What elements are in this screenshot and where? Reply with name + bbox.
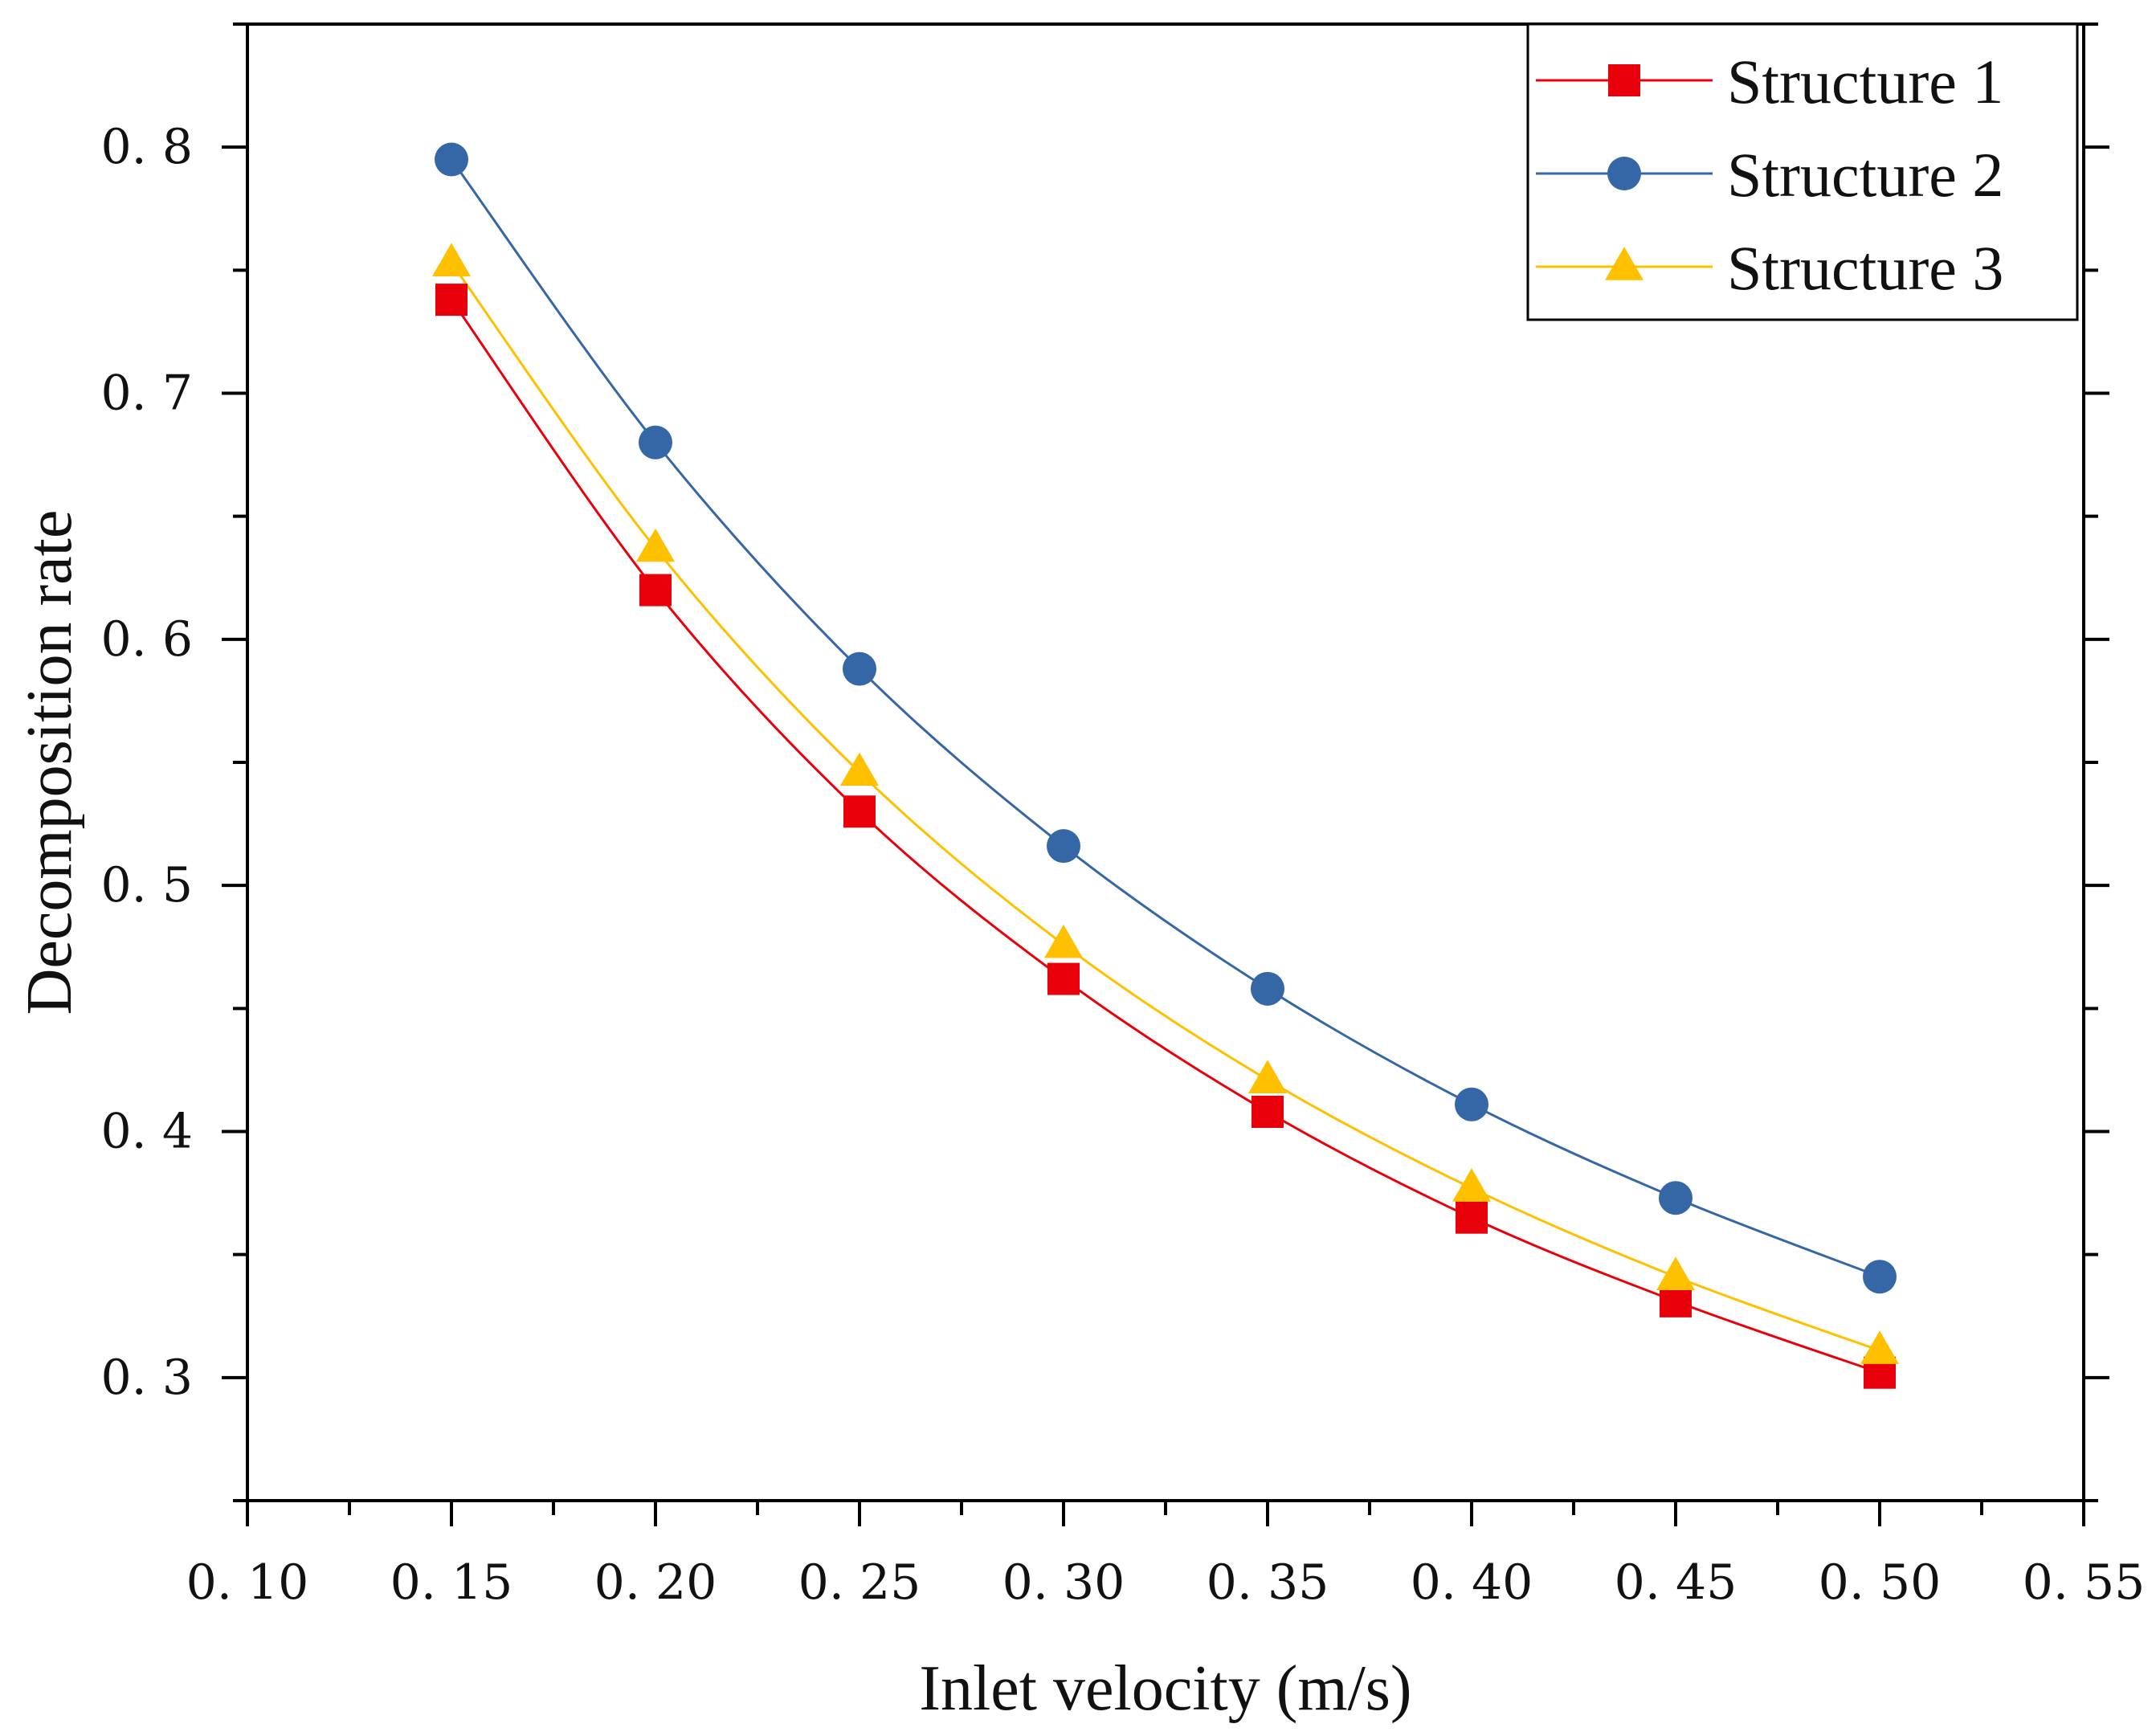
y-axis: 0. 3 0. 4 0. 5 0. 6 0. 7 0. 8 <box>101 22 2109 1502</box>
y-tick-label: 0. 5 <box>101 857 194 913</box>
series-1-point <box>1252 1095 1284 1128</box>
series-3-point <box>636 528 675 562</box>
series-3-point <box>1860 1330 1899 1364</box>
legend-label: Structure 1 <box>1727 47 2003 116</box>
y-tick-label: 0. 7 <box>101 366 194 422</box>
x-tick-label: 0. 45 <box>1615 1554 1737 1611</box>
y-tick-label: 0. 6 <box>101 611 194 668</box>
series-2-point <box>1863 1260 1897 1294</box>
series-3-point <box>840 752 879 786</box>
series-2-point <box>639 425 672 460</box>
legend-marker <box>1608 64 1640 96</box>
x-tick-label: 0. 30 <box>1002 1554 1125 1611</box>
legend-marker <box>1607 157 1641 190</box>
series-2-point <box>843 652 876 686</box>
x-tick-label: 0. 20 <box>594 1554 717 1611</box>
series-1-point <box>1047 962 1080 995</box>
series-3-point <box>1248 1060 1287 1093</box>
series-2-point <box>1659 1181 1693 1215</box>
legend-label: Structure 3 <box>1727 233 2003 303</box>
legend-label: Structure 2 <box>1727 140 2003 210</box>
x-axis-title: Inlet velocity (m/s) <box>919 1653 1411 1724</box>
series-1-point <box>843 795 876 828</box>
series-2-point <box>1251 971 1284 1006</box>
series-2-point <box>435 142 468 177</box>
series-2-point <box>1455 1087 1488 1121</box>
x-tick-label: 0. 55 <box>2023 1554 2146 1611</box>
y-tick-label: 0. 8 <box>101 119 194 175</box>
series-1-point <box>1660 1285 1692 1317</box>
series-3-point <box>1452 1168 1491 1202</box>
series-3-point <box>1656 1256 1695 1291</box>
x-tick-label: 0. 25 <box>798 1554 921 1611</box>
x-tick-label: 0. 50 <box>1819 1554 1942 1611</box>
series-1-point <box>1456 1201 1488 1234</box>
series-1-point <box>639 574 672 607</box>
series-1-point <box>435 284 468 317</box>
y-tick-label: 0. 4 <box>101 1104 194 1160</box>
legend: Structure 1 Structure 2 Structure 3 <box>1526 22 2079 321</box>
y-axis-title: Decomposition rate <box>14 510 85 1015</box>
legend-marker <box>1605 247 1644 280</box>
series-3-point <box>1044 924 1083 958</box>
x-tick-label: 0. 35 <box>1207 1554 1329 1611</box>
series-2-point <box>1047 829 1080 864</box>
series-3-point <box>432 243 471 276</box>
x-tick-label: 0. 40 <box>1411 1554 1533 1611</box>
series-layer <box>432 142 1899 1389</box>
y-tick-label: 0. 3 <box>101 1350 194 1406</box>
x-tick-label: 0. 10 <box>186 1554 309 1611</box>
x-tick-label: 0. 15 <box>390 1554 513 1611</box>
x-axis: 0. 10 0. 15 0. 20 0. 25 0. 30 0. 35 0. 40 0. 45… <box>186 1501 2146 1611</box>
